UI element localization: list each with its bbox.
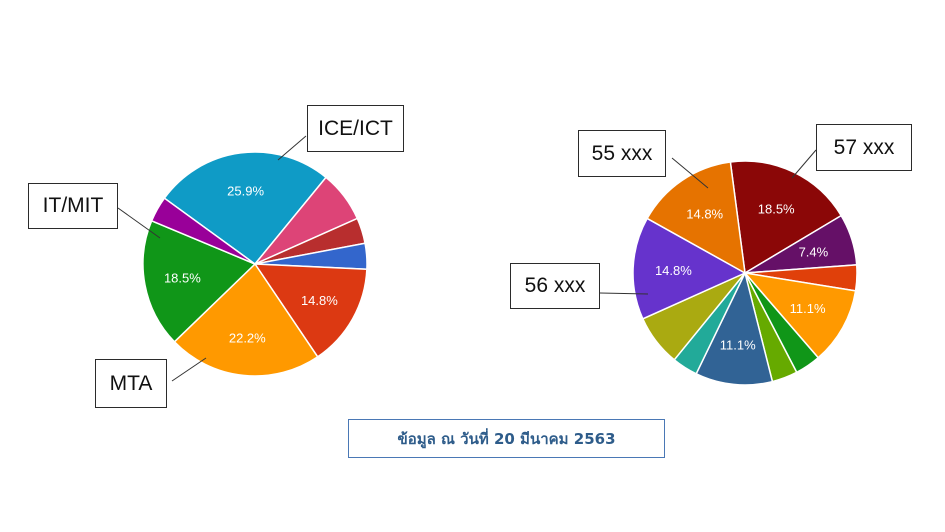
- pie1-slice-5: [173, 262, 319, 377]
- pie1-slice-5-label: 22.2%: [229, 331, 266, 346]
- pie1-leader-line-5: [171, 357, 207, 382]
- callout-mta: MTA: [95, 359, 167, 408]
- pie2-slice-3-label: 11.1%: [790, 301, 826, 316]
- pie1-slice-7: [150, 197, 256, 265]
- pie1-leader-line-6: [117, 207, 161, 239]
- pie2-slice-9-label: 14.8%: [655, 263, 692, 278]
- data-date-caption: ข้อมูล ณ วันที่ 20 มีนาคม 2563: [348, 419, 665, 458]
- pie2-leader-line-10: [671, 157, 709, 189]
- pie-chart-2: 18.5% 7.4% 11.1% 11.1% 14.8% 14.8%: [632, 160, 858, 386]
- pie1-slice-6: [142, 219, 257, 343]
- pie2-slice-6-label: 11.1%: [720, 337, 756, 352]
- callout-57: 57 xxx: [816, 124, 912, 171]
- pie2-slice-0-label: 18.5%: [758, 202, 795, 217]
- callout-56: 56 xxx: [510, 263, 600, 309]
- pie2-slice-1-label: 7.4%: [799, 244, 829, 259]
- pie2-leader-line-0: [791, 149, 817, 179]
- pie2-slice-9: [632, 217, 747, 320]
- callout-55: 55 xxx: [578, 130, 666, 177]
- pie2-slice-6: [695, 270, 774, 386]
- pie1-slice-4-label: 14.8%: [301, 293, 338, 308]
- callout-ice-ict: ICE/ICT: [307, 105, 404, 152]
- pie1-slice-4: [253, 263, 368, 358]
- pie2-slice-10: [646, 161, 746, 275]
- pie2-leader-line-9: [599, 292, 649, 295]
- pie2-slice-0: [729, 160, 843, 275]
- pie1-leader-line-0: [277, 135, 307, 161]
- pie2-slice-10-label: 14.8%: [686, 207, 723, 222]
- pie2-slice-3: [743, 271, 857, 359]
- pie1-slice-0: [163, 151, 328, 266]
- pie1-slice-6-label: 18.5%: [164, 271, 201, 286]
- callout-it-mit: IT/MIT: [28, 183, 118, 229]
- pie1-slice-0-label: 25.9%: [227, 184, 264, 199]
- pie-chart-1: 25.9% 14.8% 22.2% 18.5%: [142, 151, 368, 377]
